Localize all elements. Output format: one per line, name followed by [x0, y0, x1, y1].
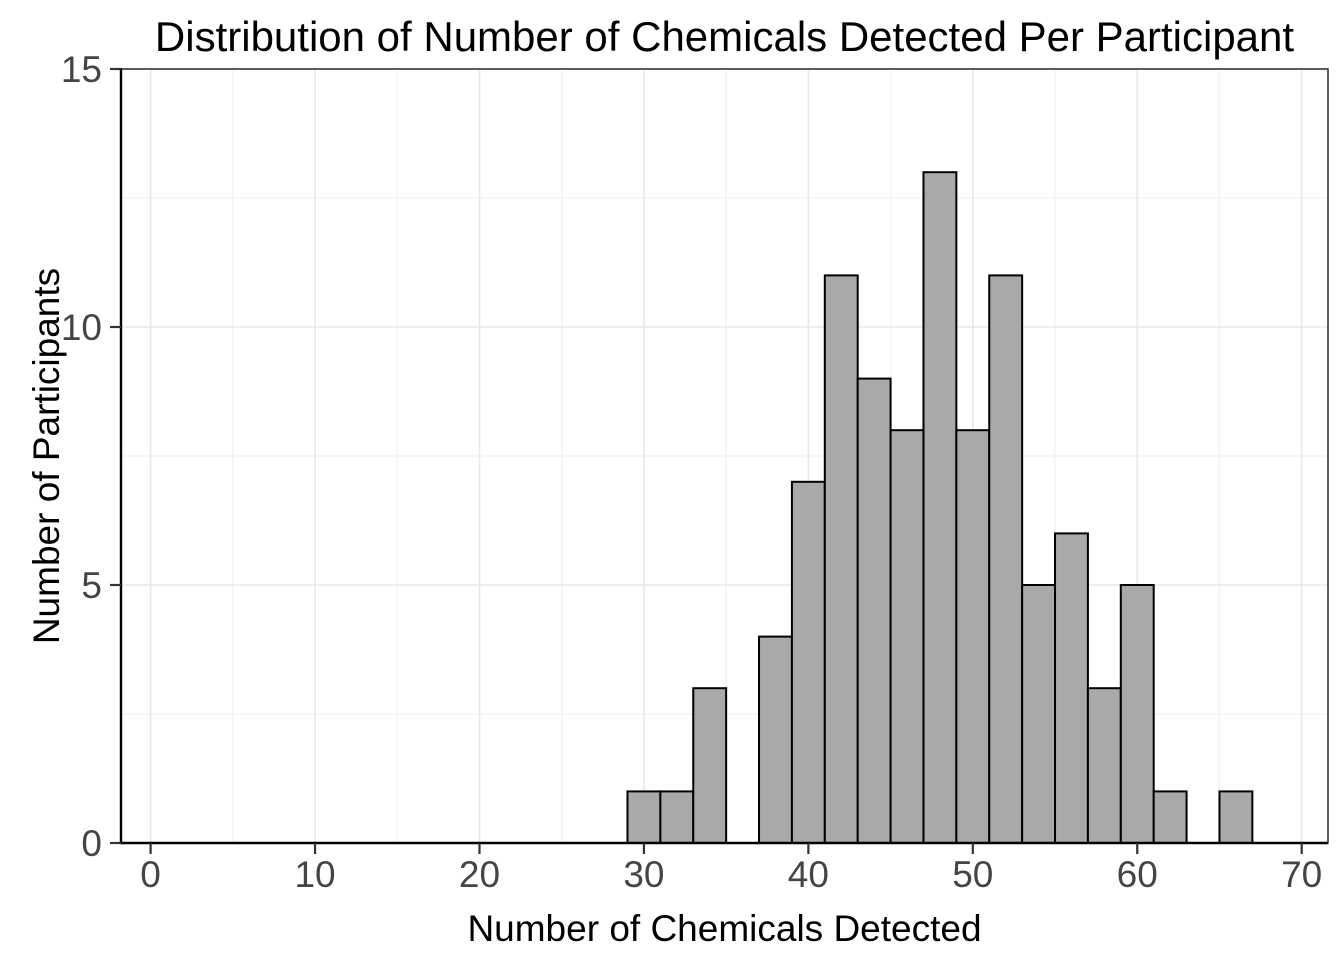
x-tick-label: 70: [1281, 854, 1322, 895]
histogram-bar[interactable]: [922, 171, 958, 844]
x-tick-label: 50: [952, 854, 993, 895]
y-tick-label: 15: [61, 49, 102, 90]
histogram-bar[interactable]: [856, 377, 892, 844]
histogram-bar[interactable]: [692, 687, 728, 845]
y-tick-label: 5: [81, 565, 102, 606]
histogram-bar[interactable]: [955, 429, 991, 844]
histogram-bar[interactable]: [1218, 790, 1254, 845]
histogram-bar[interactable]: [823, 274, 859, 844]
histogram-bar[interactable]: [988, 274, 1024, 844]
x-axis-title: Number of Chemicals Detected: [467, 908, 982, 949]
x-tick-label: 40: [788, 854, 829, 895]
histogram-bar[interactable]: [1021, 584, 1057, 844]
histogram-bar[interactable]: [1152, 790, 1188, 845]
histogram-bar[interactable]: [889, 429, 925, 844]
y-tick-label: 10: [61, 307, 102, 348]
x-tick-label: 0: [140, 854, 161, 895]
histogram-bar[interactable]: [1054, 532, 1089, 845]
chart-title: Distribution of Number of Chemicals Dete…: [154, 13, 1295, 60]
x-tick-label: 20: [459, 854, 500, 895]
histogram-bar[interactable]: [1119, 584, 1155, 844]
histogram-bar[interactable]: [758, 635, 793, 844]
x-tick-label: 10: [294, 854, 335, 895]
histogram-bar[interactable]: [659, 790, 695, 845]
histogram-bar[interactable]: [790, 480, 826, 844]
histogram-bar[interactable]: [626, 790, 662, 845]
histogram-bar[interactable]: [1086, 687, 1122, 845]
x-tick-label: 60: [1117, 854, 1158, 895]
x-tick-label: 30: [623, 854, 664, 895]
y-tick-label: 0: [81, 823, 102, 864]
